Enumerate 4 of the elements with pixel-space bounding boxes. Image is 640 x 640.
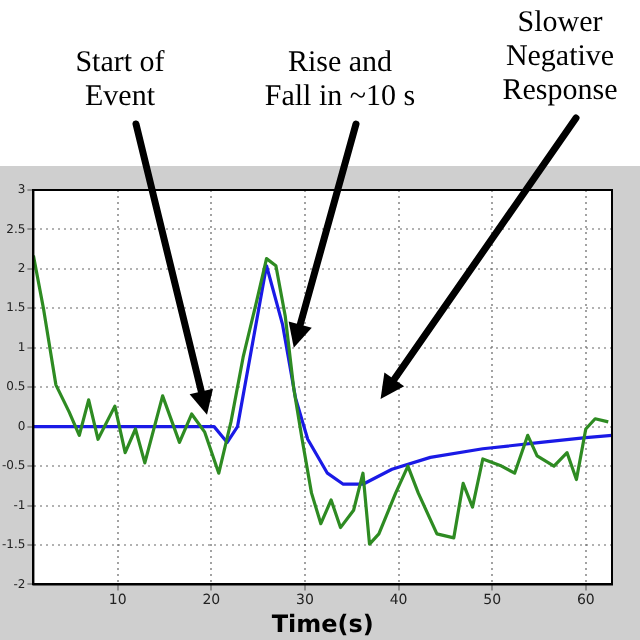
text: Start of Event	[75, 46, 165, 113]
text: Slower Negative Response	[502, 6, 619, 107]
text: Rise and Fall in ~10 s	[264, 46, 416, 113]
x-axis-title: Time(s)	[271, 609, 374, 638]
